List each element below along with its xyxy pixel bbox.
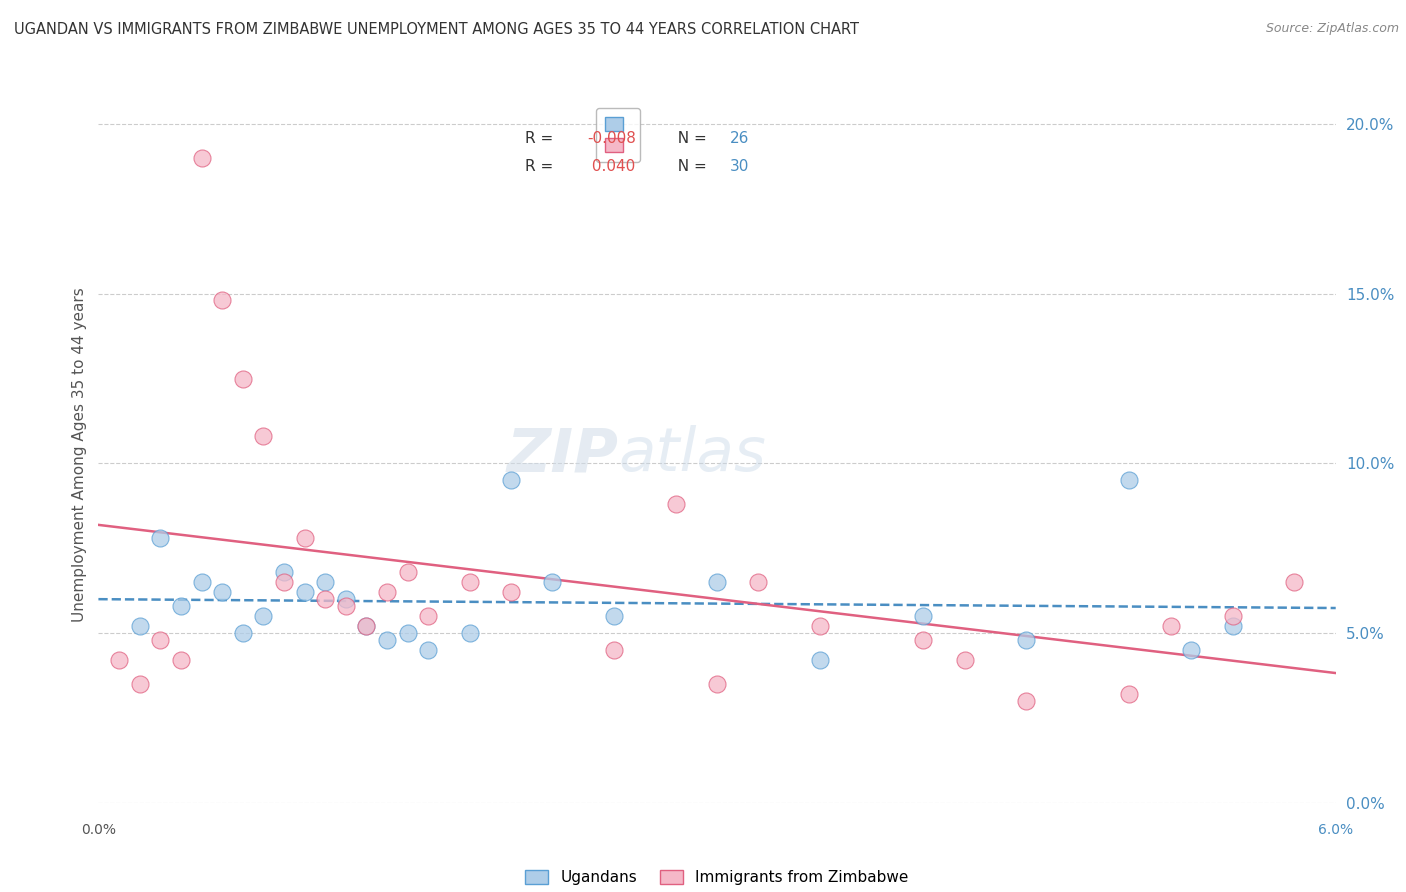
Legend: Ugandans, Immigrants from Zimbabwe: Ugandans, Immigrants from Zimbabwe (517, 863, 917, 892)
Point (211, 585, 233, 599)
Text: 0.0%: 0.0% (82, 823, 115, 837)
Point (252, 429, 274, 443)
Point (1180, 643, 1202, 657)
Point (356, 619, 378, 633)
Text: 6.0%: 6.0% (1319, 823, 1353, 837)
Y-axis label: Unemployment Among Ages 35 to 44 years: Unemployment Among Ages 35 to 44 years (72, 287, 87, 623)
Point (314, 575, 336, 590)
Point (458, 575, 481, 590)
Point (1284, 575, 1306, 590)
Point (418, 609, 440, 624)
Text: 26: 26 (730, 131, 749, 146)
Point (211, 293, 233, 308)
Point (128, 677, 150, 691)
Point (665, 497, 688, 511)
Point (1222, 619, 1244, 633)
Point (375, 585, 398, 599)
Text: -0.008: -0.008 (588, 131, 636, 146)
Point (314, 592, 336, 607)
Text: ZIP: ZIP (506, 425, 619, 484)
Point (706, 575, 728, 590)
Point (375, 632, 398, 647)
Point (190, 151, 212, 165)
Point (706, 677, 728, 691)
Point (953, 653, 976, 667)
Text: Source: ZipAtlas.com: Source: ZipAtlas.com (1265, 22, 1399, 36)
Text: UGANDAN VS IMMIGRANTS FROM ZIMBABWE UNEMPLOYMENT AMONG AGES 35 TO 44 YEARS CORRE: UGANDAN VS IMMIGRANTS FROM ZIMBABWE UNEM… (14, 22, 859, 37)
Text: atlas: atlas (619, 425, 766, 484)
Point (396, 565, 419, 579)
Point (1015, 632, 1038, 647)
Point (603, 643, 626, 657)
Point (499, 585, 522, 599)
Point (108, 653, 131, 667)
Point (499, 474, 522, 488)
Point (273, 575, 295, 590)
Text: N =: N = (668, 131, 711, 146)
Point (170, 599, 193, 613)
Point (190, 575, 212, 590)
Point (541, 575, 564, 590)
Text: R =: R = (526, 159, 558, 174)
Point (273, 565, 295, 579)
Point (1160, 619, 1182, 633)
Point (128, 619, 150, 633)
Point (335, 599, 357, 613)
Point (603, 609, 626, 624)
Point (808, 653, 831, 667)
Text: 0.040: 0.040 (588, 159, 636, 174)
Point (1118, 474, 1140, 488)
Point (356, 619, 378, 633)
Point (458, 626, 481, 640)
Point (1222, 609, 1244, 624)
Point (232, 626, 254, 640)
Point (149, 632, 172, 647)
Text: R =: R = (526, 131, 558, 146)
Point (418, 643, 440, 657)
Point (294, 585, 316, 599)
Point (1015, 694, 1038, 708)
Point (232, 371, 254, 385)
Point (912, 609, 935, 624)
Point (1118, 687, 1140, 701)
Point (912, 632, 935, 647)
Point (149, 531, 172, 545)
Text: 30: 30 (730, 159, 749, 174)
Point (294, 531, 316, 545)
Point (335, 592, 357, 607)
Point (808, 619, 831, 633)
Point (396, 626, 419, 640)
Point (252, 609, 274, 624)
Point (747, 575, 769, 590)
Point (170, 653, 193, 667)
Text: N =: N = (668, 159, 711, 174)
